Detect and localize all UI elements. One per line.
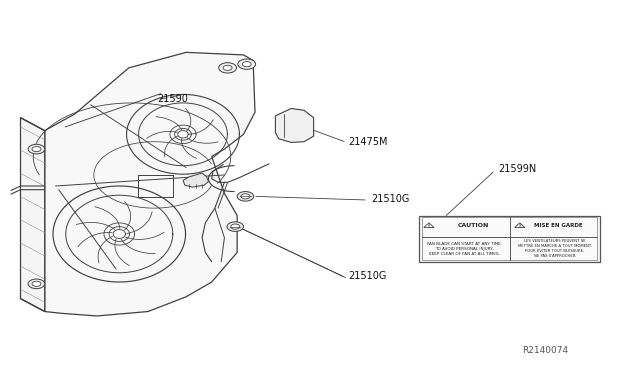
Circle shape [231,224,240,229]
Text: 21590: 21590 [157,94,188,104]
Circle shape [223,65,232,70]
Circle shape [237,192,253,201]
Text: CAUTION: CAUTION [458,223,489,228]
Polygon shape [20,118,45,311]
Circle shape [32,281,41,286]
Polygon shape [275,109,314,142]
Text: 21599N: 21599N [499,164,537,174]
Circle shape [241,194,250,199]
Text: FAN BLADE CAN START AT ANY TIME.
TO AVOID PERSONAL INJURY,
KEEP CLEAR OF FAN AT : FAN BLADE CAN START AT ANY TIME. TO AVOI… [427,241,502,256]
Polygon shape [45,52,255,316]
Bar [419,215,600,262]
Text: 21510G: 21510G [371,194,410,204]
Text: !: ! [428,224,430,228]
Text: MISE EN GARDE: MISE EN GARDE [534,223,583,228]
Text: R2140074: R2140074 [522,346,568,355]
Circle shape [32,147,41,152]
Circle shape [243,62,251,67]
Circle shape [28,279,45,289]
Text: LES VENTILATEURS PEUVENT SE
METTRE EN MARCHE A TOUT MOMENT.
POUR EVITER TOUT BLE: LES VENTILATEURS PEUVENT SE METTRE EN MA… [518,240,592,258]
Polygon shape [183,173,209,187]
Text: !: ! [518,224,521,228]
Circle shape [238,59,255,69]
Text: 21475M: 21475M [349,137,388,147]
Circle shape [227,222,244,231]
Text: 21510G: 21510G [349,272,387,282]
Circle shape [219,62,237,73]
Bar [422,217,597,260]
Circle shape [28,144,45,154]
